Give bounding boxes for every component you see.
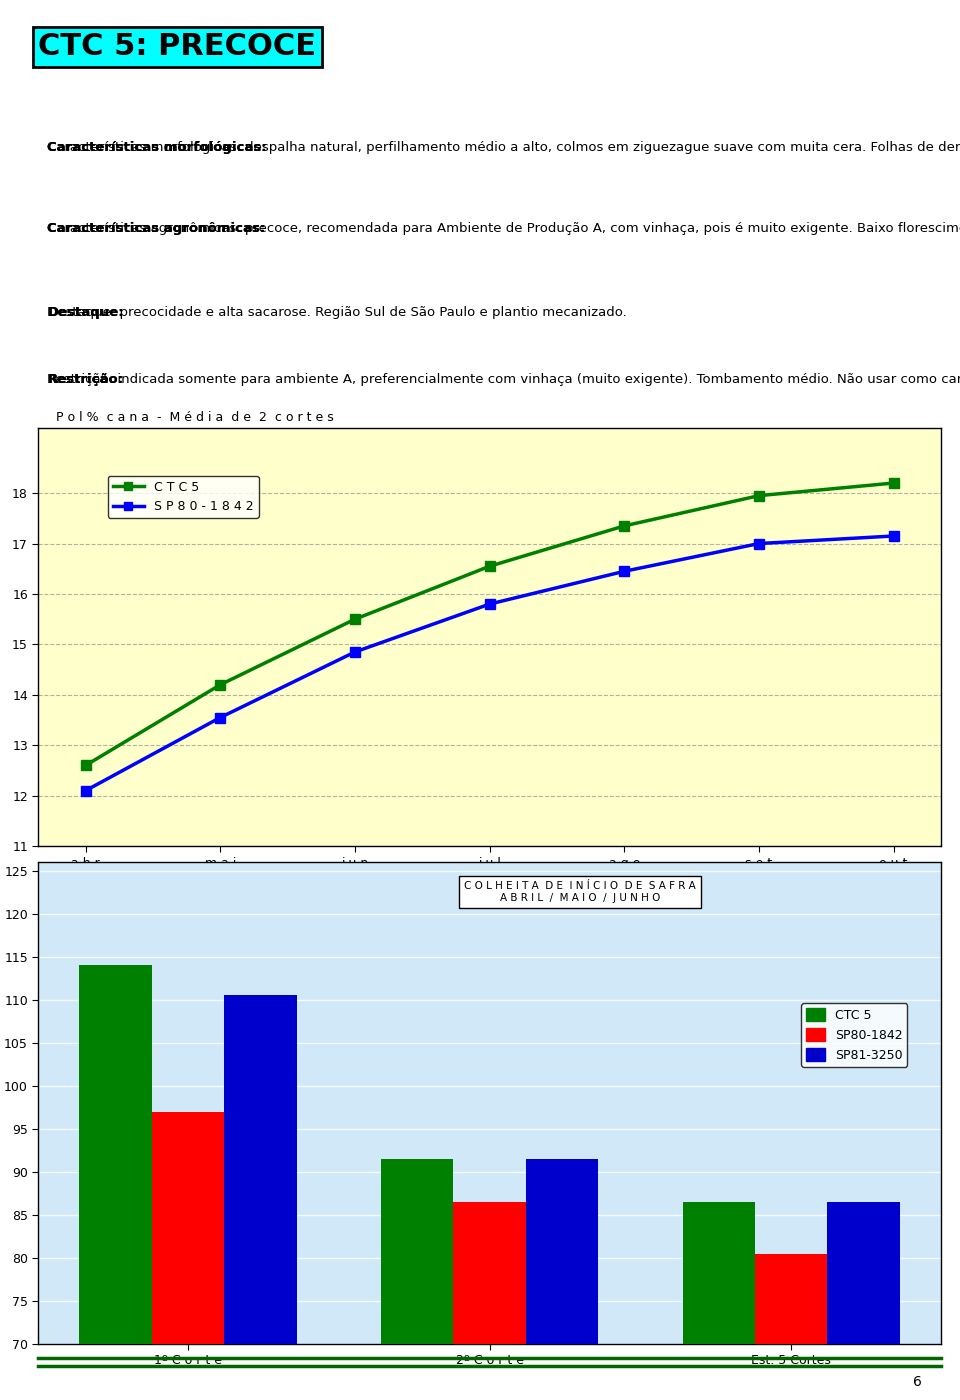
Bar xyxy=(755,1253,828,1344)
Text: Restrição: indicada somente para ambiente A, preferencialmente com vinhaça (muit: Restrição: indicada somente para ambient… xyxy=(47,372,960,385)
Legend: CTC 5, SP80-1842, SP81-3250: CTC 5, SP80-1842, SP81-3250 xyxy=(801,1004,907,1067)
Text: Restrição:: Restrição: xyxy=(47,372,124,385)
Text: Características agronômicas:: Características agronômicas: xyxy=(47,223,266,235)
Text: CTC 5: PRECOCE: CTC 5: PRECOCE xyxy=(38,32,317,62)
Text: Características agronômicas:: Características agronômicas: xyxy=(47,223,266,235)
Text: Características agronômicas: precoce, recomendada para Ambiente de Produção A, c: Características agronômicas: precoce, re… xyxy=(47,223,960,235)
Bar xyxy=(225,995,297,1344)
Text: Destaque: precocidade e alta sacarose. Região Sul de São Paulo e plantio mecaniz: Destaque: precocidade e alta sacarose. R… xyxy=(47,305,627,319)
Bar xyxy=(381,1159,453,1344)
Bar xyxy=(526,1159,598,1344)
Text: P o l %  c a n a  -  M é d i a  d e  2  c o r t e s: P o l % c a n a - M é d i a d e 2 c o r … xyxy=(57,410,334,424)
Text: Características morfológicas:: Características morfológicas: xyxy=(47,141,267,154)
Text: 6: 6 xyxy=(913,1375,922,1389)
Bar xyxy=(828,1203,900,1344)
Bar xyxy=(453,1203,526,1344)
Text: Características morfológicas:: Características morfológicas: xyxy=(47,141,267,154)
Text: Características morfológicas: despalha natural, perfilhamento médio a alto, colm: Características morfológicas: despalha n… xyxy=(47,141,960,154)
Bar xyxy=(683,1203,755,1344)
Legend: C T C 5, S P 8 0 - 1 8 4 2: C T C 5, S P 8 0 - 1 8 4 2 xyxy=(108,476,258,518)
Text: Destaque:: Destaque: xyxy=(47,305,124,319)
Text: Destaque:: Destaque: xyxy=(47,305,124,319)
Bar xyxy=(152,1112,225,1344)
Bar xyxy=(80,965,152,1344)
Text: Restrição:: Restrição: xyxy=(47,372,124,385)
Text: C O L H E I T A  D E  I N Í C I O  D E  S A F R A
A B R I L  /  M A I O  /  J U : C O L H E I T A D E I N Í C I O D E S A … xyxy=(464,881,696,903)
